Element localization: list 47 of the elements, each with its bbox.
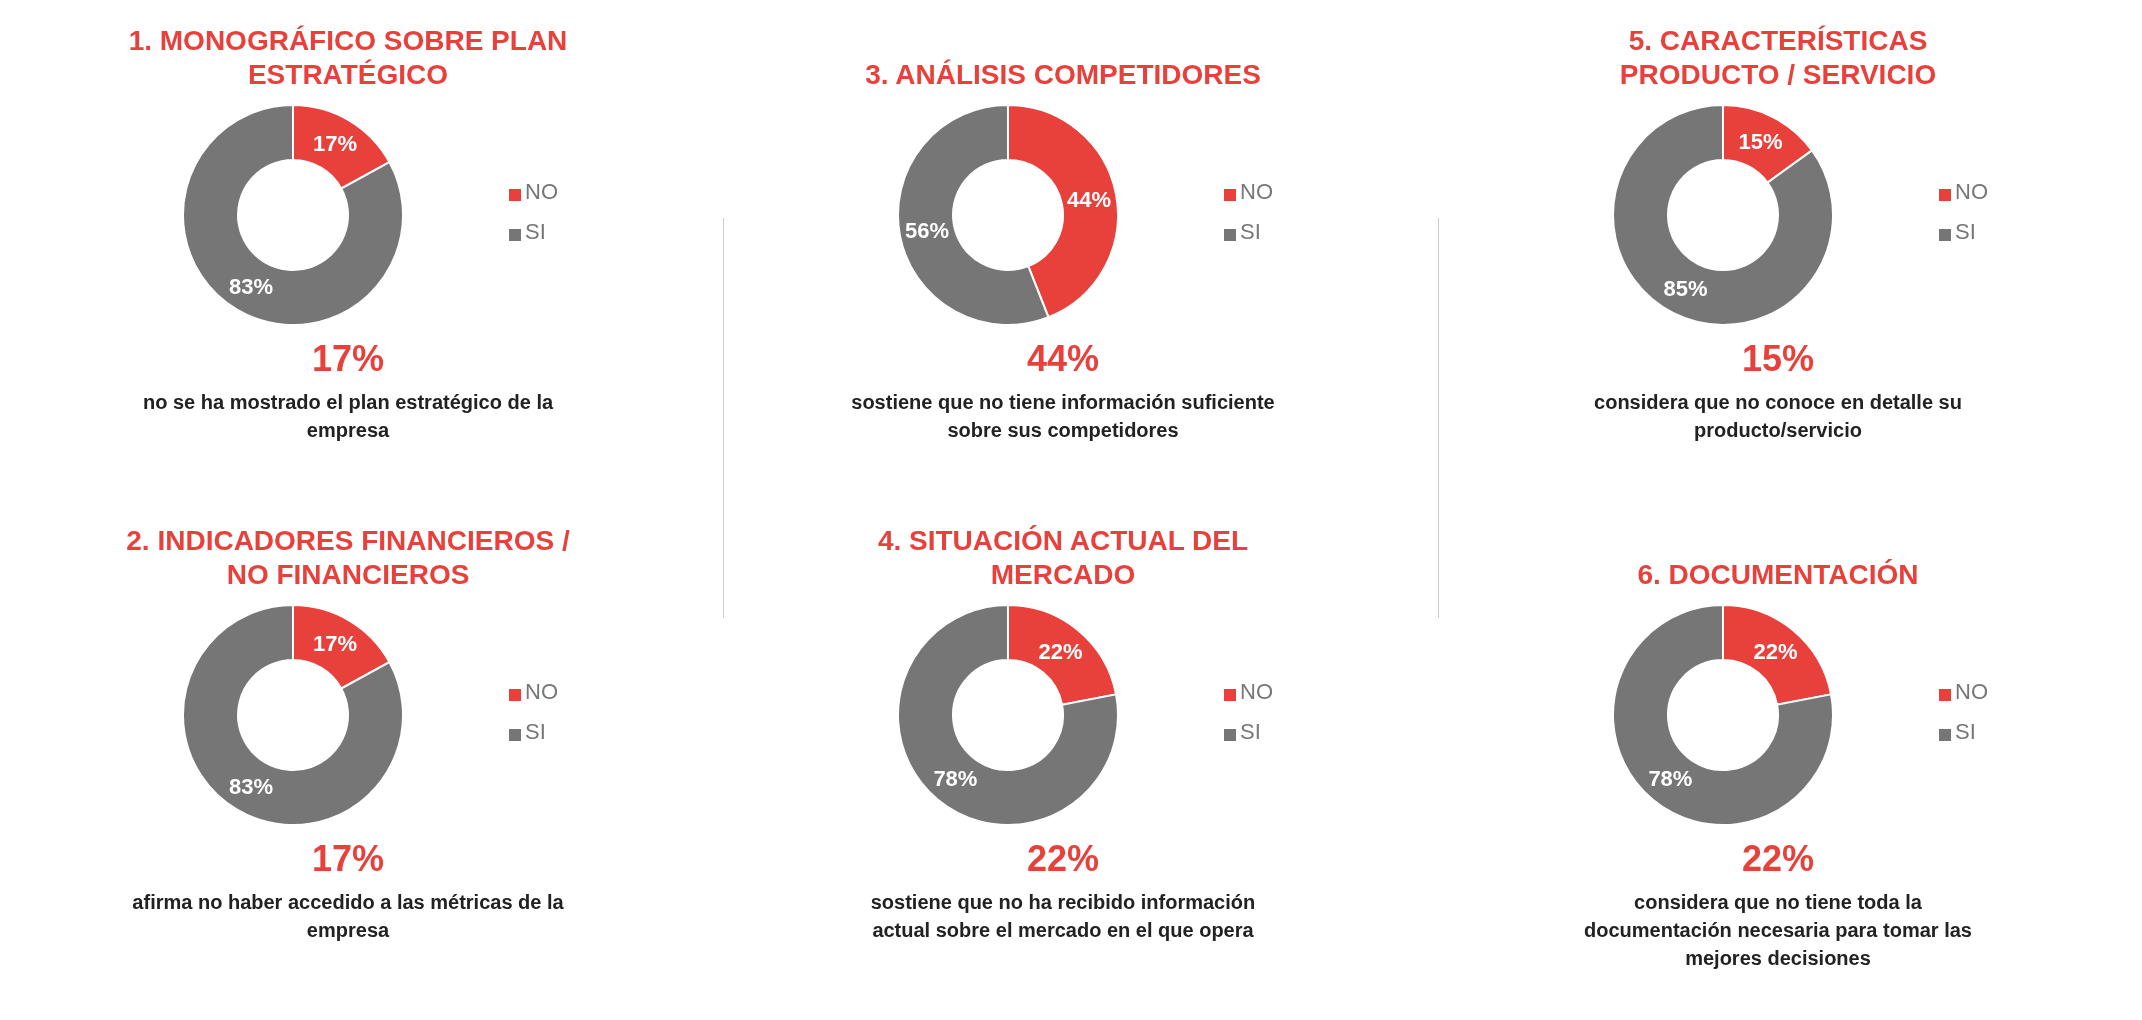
data-label: 22% bbox=[1753, 638, 1798, 664]
data-label: 22% bbox=[1038, 638, 1083, 664]
chart-title: 3. ANÁLISIS COMPETIDORES bbox=[864, 58, 1262, 92]
donut-slice bbox=[1612, 104, 1834, 326]
text: 44% bbox=[1026, 338, 1100, 380]
legend-label: NO bbox=[1240, 679, 1273, 704]
donut-slice bbox=[897, 604, 1119, 826]
donut-slice bbox=[1612, 604, 1834, 826]
data-label: 17% bbox=[312, 631, 358, 657]
legend-label: NO bbox=[1955, 679, 1988, 704]
legend-label: SI bbox=[1955, 719, 1976, 744]
chart-title: 4. SITUACIÓN ACTUAL DEL MERCADO bbox=[876, 524, 1250, 592]
text: 17% bbox=[311, 838, 385, 880]
text: afirma no haber accedido a las métricas de la empresa bbox=[131, 890, 565, 943]
chart-title: 5. CARACTERÍSTICAS PRODUCTO / SERVICIO bbox=[1618, 24, 1938, 92]
data-label: 44% bbox=[1067, 187, 1112, 213]
data-label: 56% bbox=[904, 217, 949, 243]
data-label: 83% bbox=[228, 773, 274, 799]
legend-label: SI bbox=[525, 219, 546, 244]
data-label: 15% bbox=[1738, 128, 1783, 154]
chart-title: 1. MONOGRÁFICO SOBRE PLAN ESTRATÉGICO bbox=[127, 24, 569, 92]
data-label: 78% bbox=[933, 766, 978, 792]
legend-label: SI bbox=[1240, 719, 1261, 744]
data-label: 83% bbox=[228, 273, 274, 299]
data-label: 85% bbox=[1663, 276, 1708, 302]
legend-label: NO bbox=[525, 679, 558, 704]
text: 22% bbox=[1741, 838, 1815, 880]
text: 22% bbox=[1026, 838, 1100, 880]
legend-label: SI bbox=[525, 719, 546, 744]
legend-label: SI bbox=[1955, 219, 1976, 244]
text: 15% bbox=[1741, 338, 1815, 380]
data-label: 78% bbox=[1648, 766, 1693, 792]
text: no se ha mostrado el plan estratégico de la empresa bbox=[141, 390, 555, 443]
legend-label: NO bbox=[1955, 179, 1988, 204]
legend-label: SI bbox=[1240, 219, 1261, 244]
legend-label: NO bbox=[1240, 179, 1273, 204]
text: considera que no tiene toda la documentación necesaria para tomar las mejores decisiones bbox=[1583, 890, 1973, 971]
chart-title: 2. INDICADORES FINANCIEROS / NO FINANCIEROS bbox=[125, 524, 571, 592]
text: sostiene que no tiene información suficiente sobre sus competidores bbox=[850, 390, 1276, 443]
text: considera que no conoce en detalle su producto/servicio bbox=[1593, 390, 1963, 443]
text: 17% bbox=[311, 338, 385, 380]
data-label: 17% bbox=[312, 131, 358, 157]
chart-title: 6. DOCUMENTACIÓN bbox=[1636, 558, 1920, 592]
donut-slice bbox=[182, 604, 404, 826]
text: sostiene que no ha recibido información actual sobre el mercado en el que opera bbox=[869, 890, 1257, 943]
legend-label: NO bbox=[525, 179, 558, 204]
donut-slice bbox=[182, 104, 404, 326]
